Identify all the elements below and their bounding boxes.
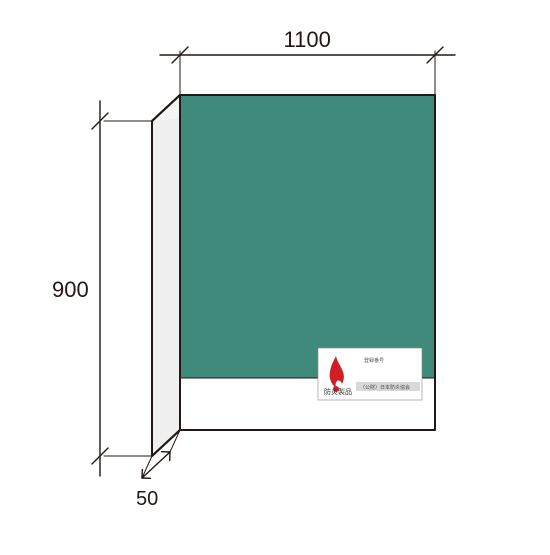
svg-text:防炎製品: 防炎製品 <box>324 387 352 396</box>
svg-text:（公財）日本防炎協会: （公財）日本防炎協会 <box>360 384 410 391</box>
dim-depth-value: 50 <box>136 488 158 511</box>
panel-diagram: 登録番号防炎製品（公財）日本防炎協会（公財）日本防炎協会 <box>0 0 550 550</box>
dim-width-value: 1100 <box>284 27 331 53</box>
svg-text:登録番号: 登録番号 <box>364 357 384 364</box>
dim-height-value: 900 <box>52 277 89 303</box>
